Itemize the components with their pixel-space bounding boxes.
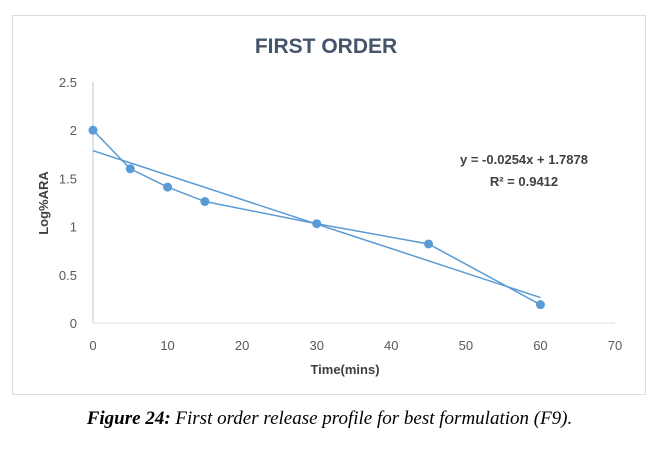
data-point: [125, 164, 135, 174]
x-tick-label: 70: [608, 338, 622, 353]
figure-caption: Figure 24: First order release profile f…: [0, 408, 659, 430]
caption-text: First order release profile for best for…: [170, 408, 573, 429]
y-tick-label: 1: [70, 220, 77, 235]
x-tick-label: 20: [235, 338, 249, 353]
chart-title: FIRST ORDER: [255, 35, 397, 58]
x-tick-label: 10: [160, 338, 174, 353]
data-point: [312, 219, 322, 229]
x-tick-label: 40: [384, 338, 398, 353]
x-tick-label: 50: [459, 338, 473, 353]
y-tick-label: 0: [70, 316, 77, 331]
trendline-equation: y = -0.0254x + 1.7878: [460, 152, 588, 167]
y-tick-label: 2.5: [59, 75, 77, 90]
x-tick-label: 60: [533, 338, 547, 353]
y-tick-label: 0.5: [59, 268, 77, 283]
y-axis-label: Log%ARA: [36, 171, 51, 235]
x-tick-label: 0: [89, 338, 96, 353]
chart-frame: [12, 15, 646, 395]
x-axis-label: Time(mins): [310, 362, 379, 377]
caption-label: Figure 24:: [86, 408, 171, 429]
trendline-r2: R² = 0.9412: [490, 174, 558, 189]
data-point: [424, 239, 434, 249]
data-point: [535, 300, 545, 310]
y-tick-label: 1.5: [59, 171, 77, 186]
y-tick-label: 2: [70, 123, 77, 138]
data-point: [200, 197, 210, 207]
data-point: [163, 182, 173, 192]
data-point: [88, 125, 98, 135]
x-tick-label: 30: [309, 338, 323, 353]
